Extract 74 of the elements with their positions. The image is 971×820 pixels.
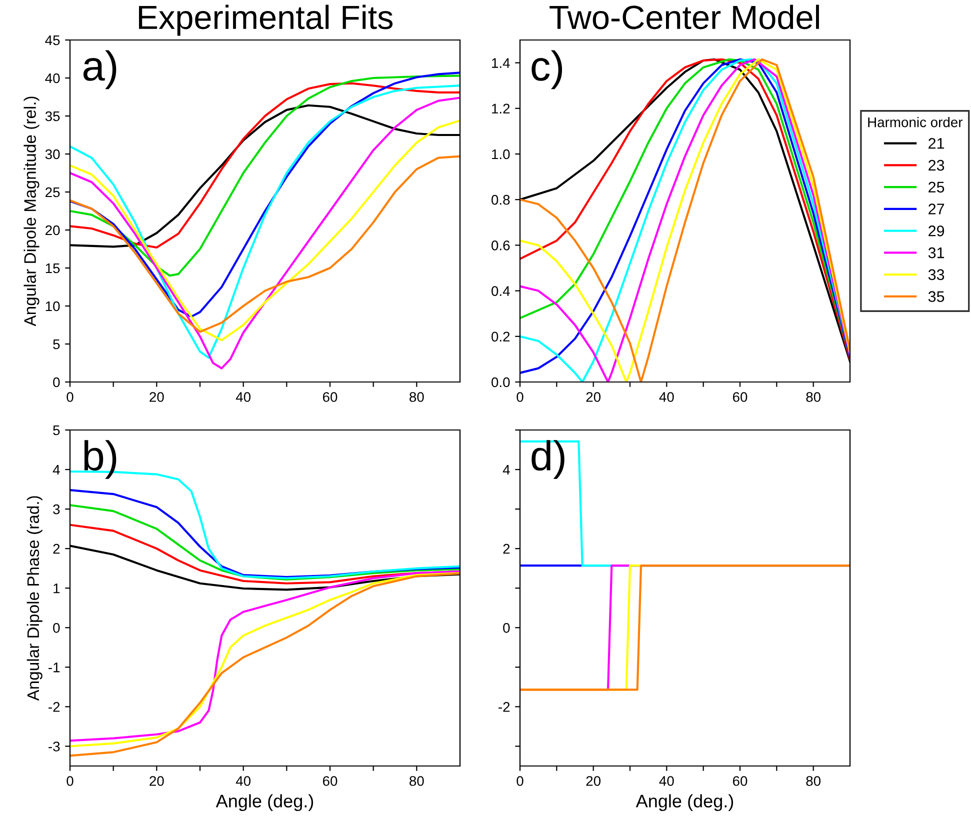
annotation: a) [83,50,116,90]
y-tick-label: 0.6 [492,240,510,250]
legend-label: 21 [928,138,944,149]
x-tick-label: 80 [410,392,424,402]
x-tick-label: 0 [516,776,524,786]
y-axis-title: Angular Dipole Phase (rad.) [26,496,42,701]
y-tick-label: -2 [48,702,60,712]
y-tick-label: -1 [48,662,60,672]
y-axis-title: Angular Dipole Magnitude (rel.) [24,96,40,326]
x-tick-label: 20 [150,776,164,786]
x-tick-label: 0 [516,392,524,402]
line-series [70,120,460,342]
y-tick-label: 1.0 [492,149,510,160]
y-tick-label: 5 [53,339,60,350]
x-tick-label: 60 [322,776,338,786]
x-tick-label: 0 [66,392,74,402]
y-tick-label: 35 [45,111,60,122]
x-axis-title: Angle (deg.) [636,794,734,812]
y-tick-label: 2 [53,544,60,554]
y-tick-label: 20 [46,225,60,236]
legend-label: 23 [928,160,944,171]
x-tick-label: 40 [236,392,251,402]
annotation: d) [532,440,564,479]
x-tick-label: 80 [410,776,424,786]
y-tick-label: 45 [45,35,60,46]
x-tick-label: 40 [659,392,674,402]
y-tick-label: 3 [53,504,60,514]
y-tick-label: 40 [45,73,60,84]
legend-label: 31 [928,247,944,258]
y-tick-label: 15 [46,263,60,274]
y-tick-label: 5 [53,425,60,436]
y-tick-label: -2 [498,702,510,712]
y-tick-label: 0.0 [492,377,510,388]
x-tick-label: 20 [150,392,164,402]
x-tick-label: 40 [236,776,251,786]
line-series [70,155,460,333]
line-series [70,489,460,578]
y-tick-label: -3 [48,742,60,752]
y-tick-label: 0 [53,622,60,633]
legend-label: 29 [928,226,944,236]
legend-label: 27 [928,204,944,214]
x-tick-label: 80 [806,392,821,402]
y-tick-label: 0.8 [492,194,510,205]
x-tick-label: 60 [732,776,748,786]
x-axis-title: Angle (deg.) [216,794,314,812]
y-tick-label: 25 [46,187,60,198]
x-tick-label: 40 [659,776,674,786]
chart-title: Experimental Fits [138,4,393,36]
legend-label: 35 [928,291,944,302]
x-tick-label: 80 [806,776,821,786]
x-tick-label: 0 [66,776,74,786]
y-tick-label: 4 [52,465,60,475]
y-tick-label: 30 [45,149,60,160]
y-tick-label: 0 [53,377,60,388]
y-tick-label: 1 [54,584,60,594]
y-tick-label: 0.4 [492,286,510,296]
y-tick-label: 1.2 [492,104,510,114]
legend-label: 33 [928,269,944,280]
x-tick-label: 60 [322,392,338,402]
y-tick-label: 10 [46,301,60,312]
x-tick-label: 60 [732,392,748,402]
line-series [70,504,460,580]
y-tick-label: 4 [502,465,510,475]
annotation: b) [84,440,116,479]
x-tick-label: 20 [586,776,601,786]
y-tick-label: 0.2 [492,332,510,342]
y-tick-label: 1.4 [492,58,510,68]
legend-label: 25 [928,182,944,193]
annotation: c) [532,50,562,90]
chart-title: Two-Center Model [550,4,819,30]
legend-title: Harmonic order [868,117,963,128]
y-tick-label: 0 [503,622,510,633]
x-tick-label: 20 [586,392,601,402]
y-tick-label: 2 [503,544,510,554]
